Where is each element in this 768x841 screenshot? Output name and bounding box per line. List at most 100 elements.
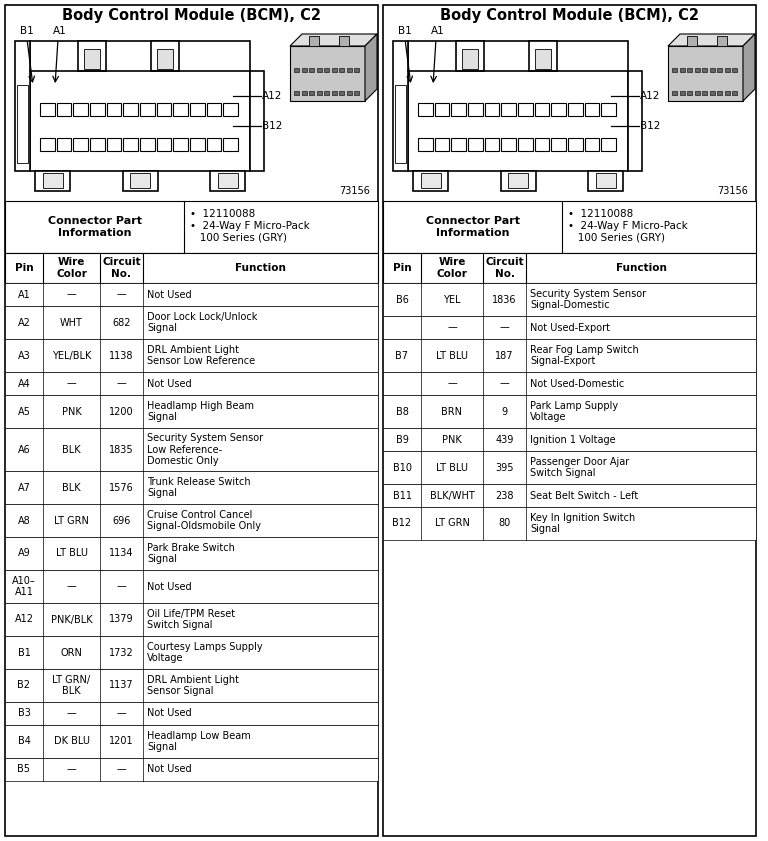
Text: 1134: 1134: [109, 548, 134, 558]
Text: Not Used: Not Used: [147, 289, 192, 299]
Bar: [702, 67, 707, 71]
Text: B5: B5: [18, 764, 31, 775]
Bar: [732, 91, 737, 95]
Bar: [383, 451, 756, 484]
Text: B8: B8: [396, 406, 409, 416]
Text: Seat Belt Switch - Left: Seat Belt Switch - Left: [530, 490, 638, 500]
Text: —: —: [117, 708, 127, 718]
Text: Security System Sensor
Signal-Domestic: Security System Sensor Signal-Domestic: [530, 288, 646, 310]
Bar: [354, 91, 359, 95]
Bar: [174, 138, 188, 151]
Text: —: —: [117, 378, 127, 389]
Bar: [73, 103, 88, 116]
Text: 696: 696: [112, 516, 131, 526]
Bar: [157, 49, 173, 69]
Text: A1: A1: [53, 26, 67, 36]
Bar: [418, 103, 432, 116]
Text: 682: 682: [112, 318, 131, 327]
Text: Not Used: Not Used: [147, 581, 192, 591]
Bar: [694, 67, 700, 71]
Text: YEL/BLK: YEL/BLK: [51, 351, 91, 361]
Text: 80: 80: [498, 519, 511, 528]
Bar: [316, 91, 322, 95]
Text: Courtesy Lamps Supply
Voltage: Courtesy Lamps Supply Voltage: [147, 642, 263, 664]
Bar: [223, 138, 238, 151]
Bar: [383, 395, 756, 428]
Text: B12: B12: [640, 121, 660, 131]
Text: BLK: BLK: [62, 445, 81, 454]
Text: B1: B1: [18, 648, 31, 658]
Bar: [395, 85, 406, 163]
Bar: [40, 103, 55, 116]
Text: 1576: 1576: [109, 483, 134, 493]
Bar: [435, 103, 449, 116]
Bar: [535, 49, 551, 69]
Text: 395: 395: [495, 463, 514, 473]
Text: —: —: [117, 581, 127, 591]
Bar: [309, 36, 319, 46]
Text: Door Lock Lock/Unlock
Signal: Door Lock Lock/Unlock Signal: [147, 312, 257, 333]
Text: —: —: [500, 322, 509, 332]
Text: Headlamp Low Beam
Signal: Headlamp Low Beam Signal: [147, 731, 250, 753]
Text: Wire
Color: Wire Color: [56, 257, 87, 279]
Bar: [302, 91, 306, 95]
Text: Pin: Pin: [15, 263, 33, 273]
Bar: [190, 103, 204, 116]
Bar: [485, 138, 499, 151]
Text: Park Lamp Supply
Voltage: Park Lamp Supply Voltage: [530, 400, 618, 422]
Bar: [40, 138, 55, 151]
Text: B6: B6: [396, 294, 409, 304]
Text: B2: B2: [18, 680, 31, 690]
Bar: [383, 201, 756, 253]
Text: A1: A1: [431, 26, 445, 36]
Text: B10: B10: [392, 463, 412, 473]
Bar: [383, 428, 756, 451]
Bar: [332, 67, 336, 71]
Text: 439: 439: [495, 435, 514, 445]
Bar: [529, 41, 557, 71]
Bar: [717, 36, 727, 46]
Bar: [42, 173, 62, 188]
Bar: [456, 41, 485, 71]
Text: Not Used: Not Used: [147, 708, 192, 718]
Bar: [628, 71, 642, 171]
Bar: [107, 138, 121, 151]
Text: LT BLU: LT BLU: [436, 351, 468, 361]
Bar: [383, 5, 756, 836]
Bar: [452, 103, 466, 116]
Bar: [383, 339, 756, 372]
Bar: [5, 669, 378, 702]
Text: 1836: 1836: [492, 294, 517, 304]
Bar: [672, 91, 677, 95]
Bar: [501, 171, 535, 191]
Bar: [5, 306, 378, 339]
Bar: [601, 103, 616, 116]
Bar: [383, 283, 756, 316]
Bar: [5, 636, 378, 669]
Text: 73156: 73156: [717, 186, 748, 196]
Text: Rear Fog Lamp Switch
Signal-Export: Rear Fog Lamp Switch Signal-Export: [530, 345, 639, 367]
Text: •  12110088
•  24-Way F Micro-Pack
   100 Series (GRY): • 12110088 • 24-Way F Micro-Pack 100 Ser…: [568, 209, 688, 242]
Bar: [5, 283, 378, 306]
Bar: [35, 171, 70, 191]
Bar: [468, 138, 482, 151]
Bar: [687, 36, 697, 46]
Bar: [393, 41, 408, 171]
Bar: [346, 67, 352, 71]
Text: B11: B11: [392, 490, 412, 500]
Text: Park Brake Switch
Signal: Park Brake Switch Signal: [147, 542, 235, 564]
Text: Oil Life/TPM Reset
Switch Signal: Oil Life/TPM Reset Switch Signal: [147, 609, 235, 630]
Text: Cruise Control Cancel
Signal-Oldsmobile Only: Cruise Control Cancel Signal-Oldsmobile …: [147, 510, 261, 532]
Bar: [17, 85, 28, 163]
Text: Connector Part
Information: Connector Part Information: [48, 216, 141, 238]
Text: DRL Ambient Light
Sensor Low Reference: DRL Ambient Light Sensor Low Reference: [147, 345, 255, 367]
Bar: [5, 339, 378, 372]
Bar: [680, 67, 684, 71]
Text: A7: A7: [18, 483, 31, 493]
Bar: [174, 103, 188, 116]
Bar: [710, 91, 714, 95]
Bar: [5, 504, 378, 537]
Text: B12: B12: [392, 519, 412, 528]
Bar: [124, 138, 138, 151]
Bar: [90, 103, 104, 116]
